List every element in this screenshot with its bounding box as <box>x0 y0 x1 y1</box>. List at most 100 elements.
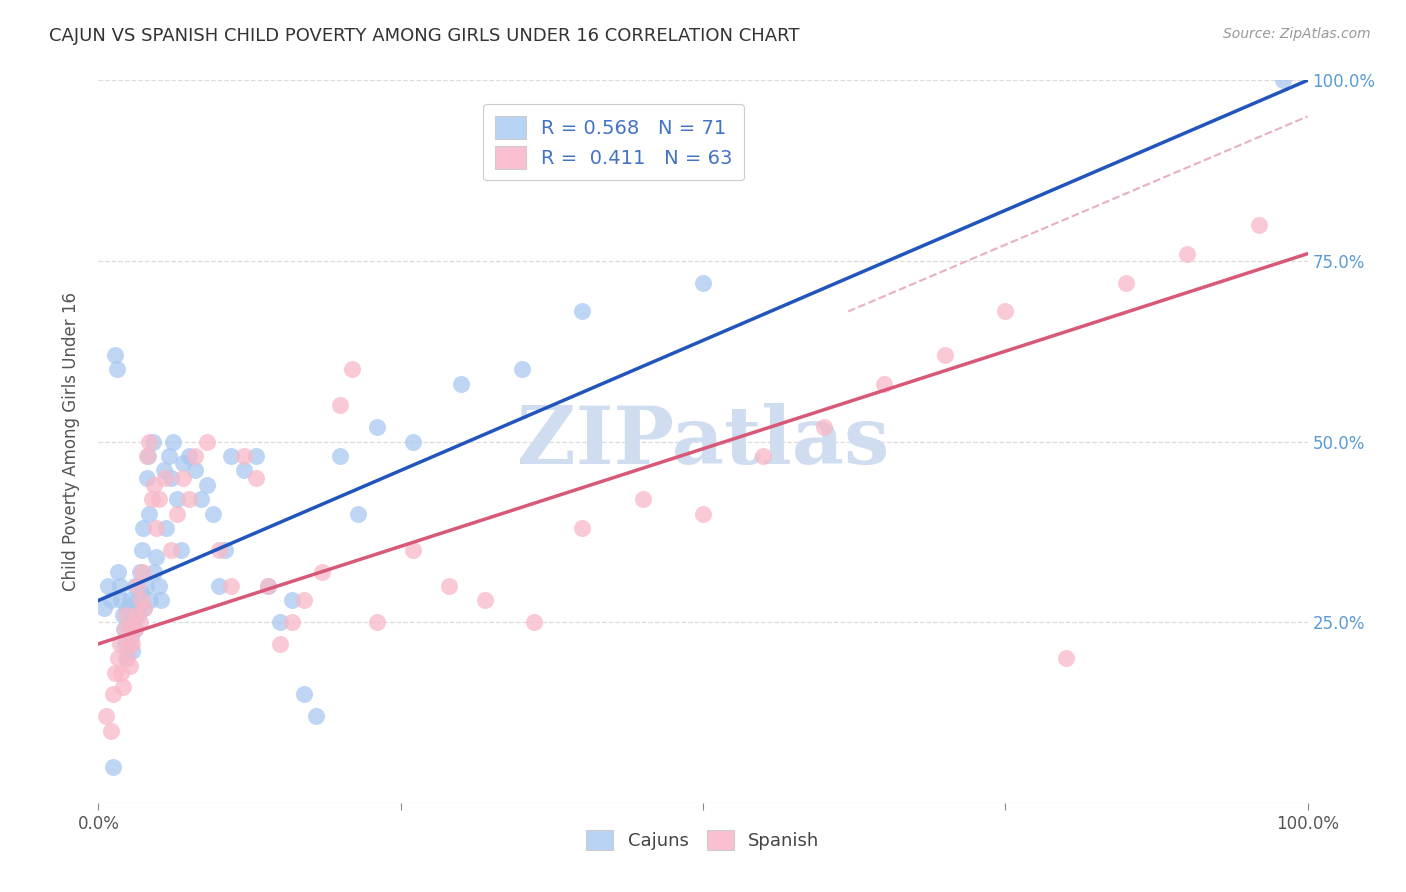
Point <box>245 470 267 484</box>
Point <box>128 565 150 579</box>
Point <box>143 565 166 579</box>
Point <box>117 651 139 665</box>
Point <box>108 579 131 593</box>
Point <box>155 521 177 535</box>
Point <box>111 680 134 694</box>
Point <box>169 542 191 557</box>
Point <box>692 276 714 290</box>
Point <box>128 615 150 630</box>
Point <box>100 723 122 738</box>
Point <box>110 665 132 680</box>
Point <box>122 607 145 622</box>
Point <box>437 579 460 593</box>
Point <box>195 434 218 449</box>
Point <box>118 637 141 651</box>
Point <box>172 470 194 484</box>
Point <box>221 449 243 463</box>
Point <box>281 593 304 607</box>
Point <box>366 615 388 630</box>
Point <box>125 600 148 615</box>
Point <box>132 521 155 535</box>
Point <box>150 593 173 607</box>
Point <box>1272 73 1295 87</box>
Point <box>136 449 159 463</box>
Point <box>131 542 153 557</box>
Point <box>292 687 315 701</box>
Point <box>195 478 218 492</box>
Point <box>117 600 139 615</box>
Text: Source: ZipAtlas.com: Source: ZipAtlas.com <box>1223 27 1371 41</box>
Point <box>232 463 254 477</box>
Point <box>269 637 291 651</box>
Point <box>1175 246 1198 260</box>
Point <box>112 623 135 637</box>
Point <box>571 521 593 535</box>
Point <box>145 550 167 565</box>
Point <box>190 492 212 507</box>
Point <box>160 470 183 484</box>
Point <box>111 607 134 622</box>
Point <box>256 579 278 593</box>
Point <box>148 579 170 593</box>
Point <box>135 579 157 593</box>
Point <box>184 449 207 463</box>
Point <box>329 449 352 463</box>
Point <box>523 615 546 630</box>
Point <box>873 376 896 391</box>
Point <box>692 507 714 521</box>
Point <box>166 507 188 521</box>
Point <box>114 637 136 651</box>
Point <box>311 565 333 579</box>
Point <box>134 600 156 615</box>
Point <box>135 449 157 463</box>
Point <box>1054 651 1077 665</box>
Point <box>571 304 593 318</box>
Point <box>202 507 225 521</box>
Point <box>281 615 304 630</box>
Point <box>179 492 201 507</box>
Point <box>121 644 143 658</box>
Point <box>232 449 254 463</box>
Point <box>114 623 136 637</box>
Point <box>100 593 122 607</box>
Point <box>125 607 148 622</box>
Point <box>142 434 165 449</box>
Point <box>153 470 176 484</box>
Point <box>131 565 153 579</box>
Legend: Cajuns, Spanish: Cajuns, Spanish <box>578 821 828 859</box>
Point <box>108 637 131 651</box>
Point <box>752 449 775 463</box>
Point <box>94 709 117 723</box>
Point <box>129 593 152 607</box>
Point <box>1115 276 1137 290</box>
Point <box>129 586 152 600</box>
Point <box>292 593 315 607</box>
Point <box>145 521 167 535</box>
Point <box>179 449 201 463</box>
Point <box>127 593 149 607</box>
Point <box>1249 218 1271 232</box>
Point <box>172 456 194 470</box>
Point <box>208 542 231 557</box>
Point <box>510 362 533 376</box>
Point <box>135 470 157 484</box>
Point <box>120 623 142 637</box>
Point <box>120 630 142 644</box>
Point <box>402 542 425 557</box>
Point <box>208 579 231 593</box>
Point <box>101 760 124 774</box>
Point <box>152 463 174 477</box>
Point <box>141 492 163 507</box>
Point <box>138 507 160 521</box>
Point <box>245 449 267 463</box>
Point <box>139 593 162 607</box>
Point <box>101 687 124 701</box>
Point <box>143 478 166 492</box>
Point <box>118 593 141 607</box>
Point <box>138 434 160 449</box>
Point <box>115 607 138 622</box>
Point <box>994 304 1017 318</box>
Point <box>366 420 388 434</box>
Point <box>97 579 120 593</box>
Point <box>166 492 188 507</box>
